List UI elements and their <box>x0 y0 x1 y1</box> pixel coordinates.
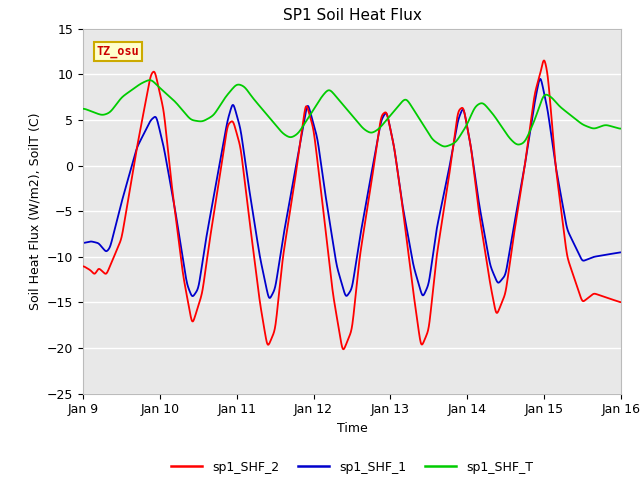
sp1_SHF_T <box>617 126 625 132</box>
sp1_SHF_2 <box>617 299 625 305</box>
X-axis label: Time: Time <box>337 422 367 435</box>
sp1_SHF_T <box>114 99 122 105</box>
sp1_SHF_1 <box>205 219 213 225</box>
sp1_SHF_1 <box>428 262 435 268</box>
Text: TZ_osu: TZ_osu <box>97 45 140 58</box>
sp1_SHF_2 <box>540 58 548 63</box>
sp1_SHF_1 <box>472 175 479 180</box>
Line: sp1_SHF_1: sp1_SHF_1 <box>83 79 621 298</box>
sp1_SHF_1 <box>114 215 122 220</box>
sp1_SHF_1 <box>266 295 274 301</box>
Legend: sp1_SHF_2, sp1_SHF_1, sp1_SHF_T: sp1_SHF_2, sp1_SHF_1, sp1_SHF_T <box>166 456 538 479</box>
sp1_SHF_2 <box>340 347 348 352</box>
sp1_SHF_1 <box>528 119 536 124</box>
sp1_SHF_T <box>413 113 421 119</box>
sp1_SHF_2 <box>205 241 213 247</box>
sp1_SHF_2 <box>79 264 87 269</box>
sp1_SHF_2 <box>528 112 536 118</box>
sp1_SHF_1 <box>79 240 87 246</box>
Title: SP1 Soil Heat Flux: SP1 Soil Heat Flux <box>283 9 421 24</box>
sp1_SHF_T <box>528 123 536 129</box>
sp1_SHF_T <box>146 77 154 83</box>
Line: sp1_SHF_2: sp1_SHF_2 <box>83 60 621 349</box>
Y-axis label: Soil Heat Flux (W/m2), SoilT (C): Soil Heat Flux (W/m2), SoilT (C) <box>29 112 42 310</box>
sp1_SHF_T <box>79 106 87 112</box>
sp1_SHF_T <box>205 115 213 120</box>
sp1_SHF_2 <box>114 245 122 251</box>
sp1_SHF_2 <box>428 301 435 307</box>
sp1_SHF_T <box>441 144 449 149</box>
sp1_SHF_T <box>428 135 435 141</box>
sp1_SHF_1 <box>413 276 421 282</box>
sp1_SHF_1 <box>617 250 625 255</box>
sp1_SHF_2 <box>413 318 421 324</box>
sp1_SHF_2 <box>472 180 479 185</box>
Line: sp1_SHF_T: sp1_SHF_T <box>83 80 621 146</box>
sp1_SHF_1 <box>536 76 544 82</box>
sp1_SHF_T <box>472 104 479 110</box>
